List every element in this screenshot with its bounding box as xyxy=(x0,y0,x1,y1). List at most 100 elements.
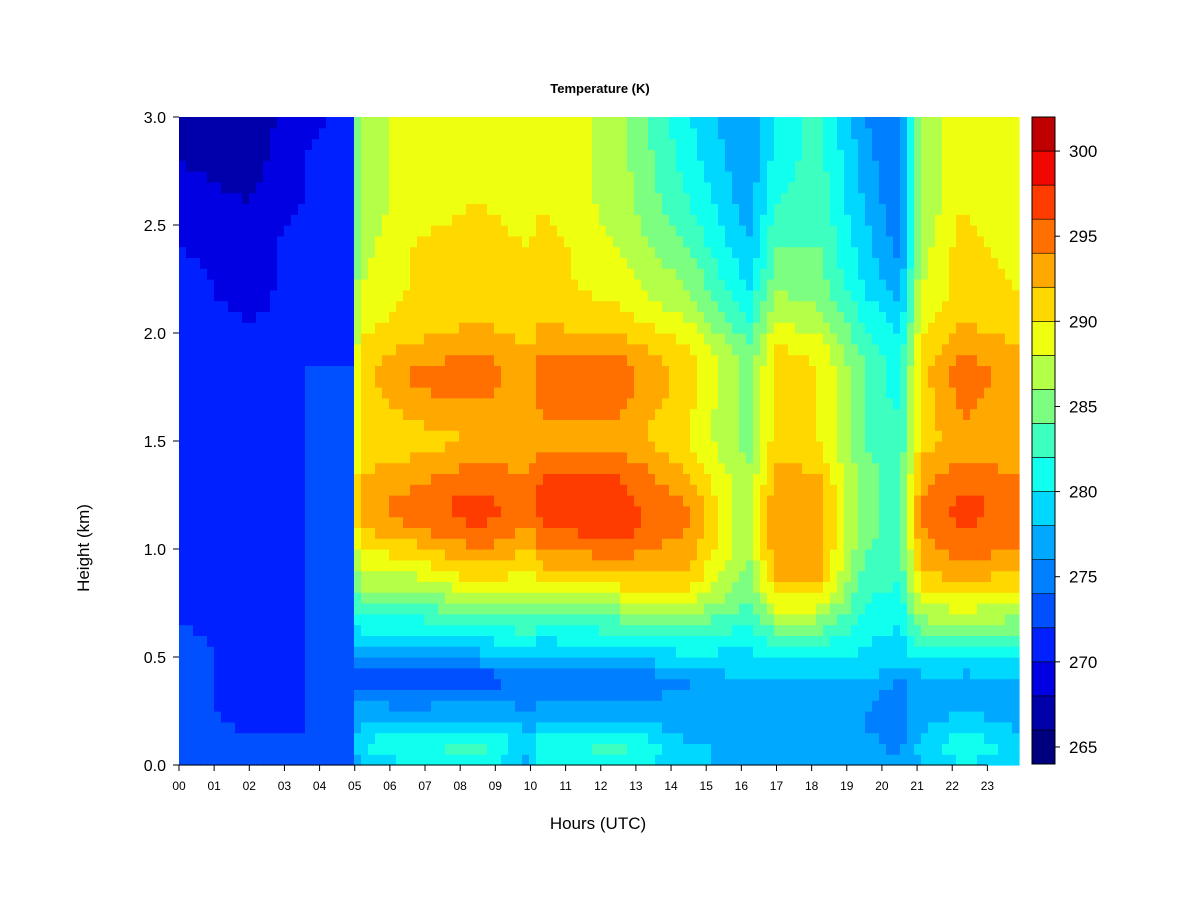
heatmap-area xyxy=(179,117,1020,766)
heatmap-cell xyxy=(599,149,607,161)
heatmap-cell xyxy=(508,624,516,636)
heatmap-cell xyxy=(459,462,467,474)
heatmap-cell xyxy=(347,657,355,669)
heatmap-cell xyxy=(592,300,600,312)
heatmap-cell xyxy=(557,268,565,280)
heatmap-cell xyxy=(298,279,306,291)
heatmap-cell xyxy=(403,624,411,636)
heatmap-cell xyxy=(732,754,740,766)
heatmap-cell xyxy=(333,516,341,528)
heatmap-cell xyxy=(361,754,369,766)
heatmap-cell xyxy=(571,127,579,140)
heatmap-cell xyxy=(550,354,558,366)
heatmap-cell xyxy=(480,397,488,410)
heatmap-cell xyxy=(690,160,698,172)
heatmap-cell xyxy=(571,300,579,312)
heatmap-cell xyxy=(270,667,278,680)
heatmap-cell xyxy=(179,289,187,302)
heatmap-cell xyxy=(298,268,306,280)
heatmap-cell xyxy=(655,592,663,604)
heatmap-cell xyxy=(277,505,285,518)
heatmap-cell xyxy=(466,646,474,658)
heatmap-cell xyxy=(641,408,649,420)
heatmap-cell xyxy=(522,160,530,172)
heatmap-cell xyxy=(718,181,726,194)
heatmap-cell xyxy=(676,624,684,636)
heatmap-cell xyxy=(361,225,369,237)
heatmap-cell xyxy=(403,592,411,604)
heatmap-cell xyxy=(718,603,726,615)
heatmap-cell xyxy=(711,462,719,474)
heatmap-cell xyxy=(655,365,663,377)
heatmap-cell xyxy=(228,311,236,323)
heatmap-cell xyxy=(683,408,691,420)
heatmap-cell xyxy=(606,268,614,280)
heatmap-cell xyxy=(480,246,488,258)
heatmap-cell xyxy=(361,397,369,410)
heatmap-cell xyxy=(753,581,761,593)
heatmap-cell xyxy=(718,613,726,626)
heatmap-cell xyxy=(249,354,257,366)
heatmap-cell xyxy=(298,430,306,442)
heatmap-cell xyxy=(403,484,411,496)
heatmap-cell xyxy=(368,214,376,226)
heatmap-cell xyxy=(753,408,761,420)
heatmap-cell xyxy=(634,484,642,496)
heatmap-cell xyxy=(725,581,733,593)
heatmap-cell xyxy=(312,711,320,723)
heatmap-cell xyxy=(487,441,495,453)
heatmap-cell xyxy=(669,473,677,485)
heatmap-cell xyxy=(669,408,677,420)
heatmap-cell xyxy=(739,289,747,302)
heatmap-cell xyxy=(515,268,523,280)
heatmap-cell xyxy=(620,225,628,237)
heatmap-cell xyxy=(578,268,586,280)
heatmap-cell xyxy=(438,192,446,204)
heatmap-cell xyxy=(333,732,341,744)
heatmap-cell xyxy=(298,246,306,258)
heatmap-cell xyxy=(347,333,355,345)
heatmap-cell xyxy=(690,721,698,734)
heatmap-cell xyxy=(284,570,292,582)
heatmap-cell xyxy=(557,354,565,366)
heatmap-cell xyxy=(445,451,453,464)
heatmap-cell xyxy=(529,311,537,323)
heatmap-cell xyxy=(508,257,516,269)
heatmap-cell xyxy=(620,268,628,280)
heatmap-cell xyxy=(417,603,425,615)
heatmap-cell xyxy=(249,516,257,528)
heatmap-cell xyxy=(564,354,572,366)
heatmap-cell xyxy=(704,559,712,572)
heatmap-cell xyxy=(382,678,390,690)
heatmap-cell xyxy=(403,192,411,204)
heatmap-cell xyxy=(242,441,250,453)
heatmap-cell xyxy=(396,462,404,474)
heatmap-cell xyxy=(466,225,474,237)
heatmap-cell xyxy=(305,311,313,323)
heatmap-cell xyxy=(256,279,264,291)
heatmap-cell xyxy=(291,570,299,582)
heatmap-cell xyxy=(592,624,600,636)
heatmap-cell xyxy=(634,743,642,755)
heatmap-cell xyxy=(676,419,684,431)
heatmap-cell xyxy=(494,754,502,766)
heatmap-cell xyxy=(368,559,376,572)
heatmap-cell xyxy=(410,235,418,248)
heatmap-cell xyxy=(340,657,348,669)
heatmap-cell xyxy=(354,549,362,561)
heatmap-cell xyxy=(214,300,222,312)
heatmap-cell xyxy=(228,246,236,258)
heatmap-cell xyxy=(501,721,509,734)
heatmap-cell xyxy=(732,613,740,626)
heatmap-cell xyxy=(207,171,215,183)
heatmap-cell xyxy=(662,721,670,734)
heatmap-cell xyxy=(354,462,362,474)
heatmap-cell xyxy=(711,495,719,507)
heatmap-cell xyxy=(683,365,691,377)
heatmap-cell xyxy=(634,246,642,258)
heatmap-cell xyxy=(368,592,376,604)
heatmap-cell xyxy=(543,354,551,366)
heatmap-cell xyxy=(634,516,642,528)
heatmap-cell xyxy=(501,387,509,399)
heatmap-cell xyxy=(361,441,369,453)
